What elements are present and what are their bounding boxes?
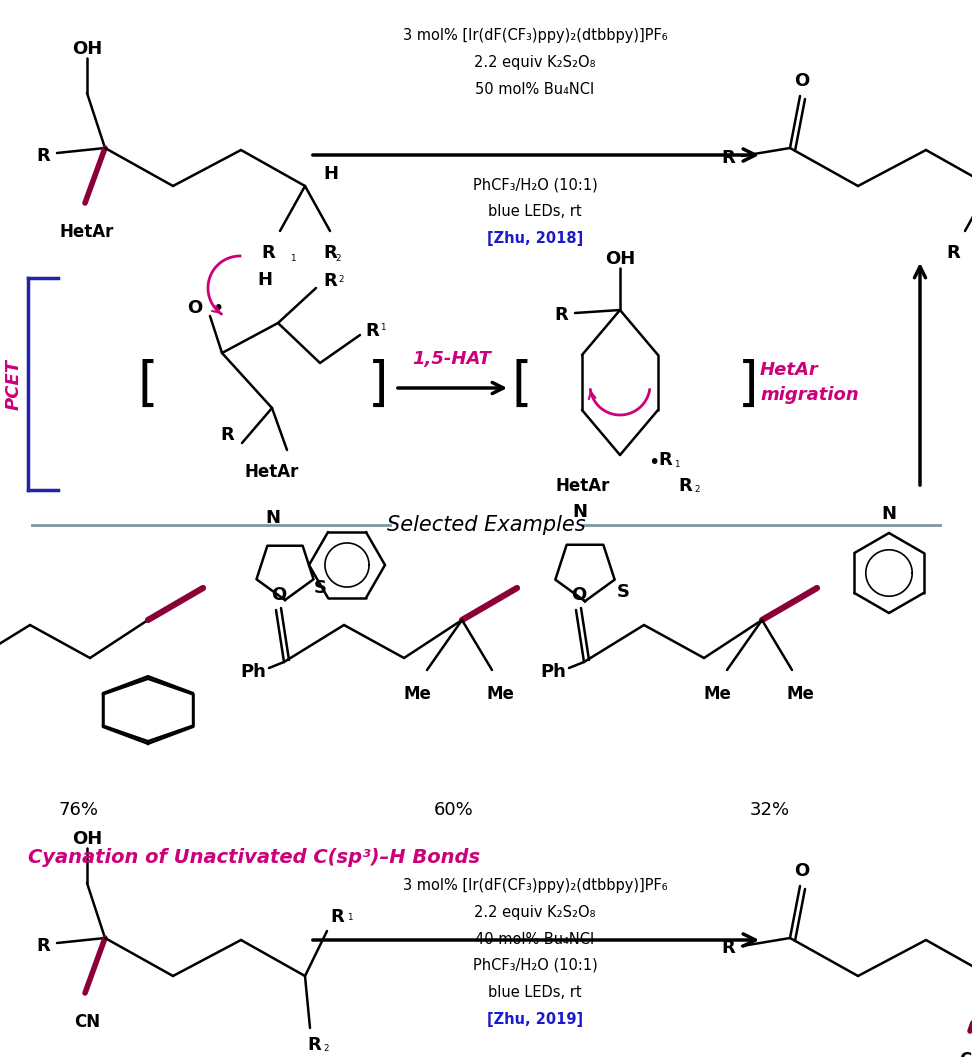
Text: R: R (947, 244, 960, 262)
Text: 3 mol% [Ir(dF(CF₃)ppy)₂(dtbbpy)]PF₆: 3 mol% [Ir(dF(CF₃)ppy)₂(dtbbpy)]PF₆ (402, 27, 668, 43)
Text: 40 mol% Bu₄NCl: 40 mol% Bu₄NCl (475, 932, 595, 947)
Text: blue LEDs, rt: blue LEDs, rt (488, 985, 582, 1000)
Text: 2.2 equiv K₂S₂O₈: 2.2 equiv K₂S₂O₈ (474, 55, 596, 70)
Text: 76%: 76% (58, 801, 98, 819)
Text: 1,5-HAT: 1,5-HAT (412, 350, 492, 368)
Text: Selected Examples: Selected Examples (387, 515, 585, 535)
Text: R: R (658, 451, 672, 469)
Text: 2.2 equiv K₂S₂O₈: 2.2 equiv K₂S₂O₈ (474, 905, 596, 920)
Text: [: [ (511, 359, 533, 411)
Text: $^2$: $^2$ (323, 1044, 330, 1057)
Text: R: R (221, 426, 234, 444)
Text: 50 mol% Bu₄NCl: 50 mol% Bu₄NCl (475, 82, 595, 97)
Text: $^1$: $^1$ (290, 254, 296, 267)
Text: 3 mol% [Ir(dF(CF₃)ppy)₂(dtbbpy)]PF₆: 3 mol% [Ir(dF(CF₃)ppy)₂(dtbbpy)]PF₆ (402, 878, 668, 893)
Text: [Zhu, 2018]: [Zhu, 2018] (487, 231, 583, 246)
Text: R: R (365, 322, 379, 340)
Text: O: O (271, 586, 287, 604)
Text: O: O (794, 863, 810, 880)
Text: [Zhu, 2019]: [Zhu, 2019] (487, 1012, 583, 1027)
Text: 60%: 60% (434, 801, 474, 819)
Text: HetAr: HetAr (245, 463, 299, 481)
Text: HetAr: HetAr (60, 223, 114, 241)
Text: Me: Me (703, 685, 731, 703)
Text: O: O (794, 72, 810, 90)
Text: S: S (314, 579, 327, 597)
Text: N: N (265, 509, 281, 527)
Text: H: H (323, 165, 338, 183)
Text: ]: ] (738, 359, 758, 411)
Text: $^1$: $^1$ (674, 460, 680, 472)
Text: O: O (572, 586, 587, 604)
Text: Me: Me (403, 685, 431, 703)
Text: H: H (258, 271, 272, 289)
Text: PhCF₃/H₂O (10:1): PhCF₃/H₂O (10:1) (472, 177, 598, 192)
Text: Me: Me (786, 685, 814, 703)
Text: PhCF₃/H₂O (10:1): PhCF₃/H₂O (10:1) (472, 958, 598, 973)
Text: $^2$: $^2$ (694, 485, 701, 498)
Text: R: R (36, 937, 50, 956)
Text: HetAr: HetAr (556, 477, 610, 495)
Text: Ph: Ph (540, 663, 566, 681)
Text: CN: CN (74, 1013, 100, 1031)
Text: S: S (616, 583, 630, 601)
Text: migration: migration (760, 386, 858, 404)
Text: OH: OH (605, 251, 635, 268)
Text: [: [ (138, 359, 158, 411)
Text: R: R (36, 147, 50, 165)
Text: •: • (212, 298, 224, 317)
Text: N: N (882, 505, 896, 523)
Text: ]: ] (367, 359, 388, 411)
Text: •: • (648, 453, 659, 472)
Text: CN: CN (959, 1051, 972, 1057)
Text: blue LEDs, rt: blue LEDs, rt (488, 204, 582, 219)
Text: OH: OH (72, 40, 102, 58)
Text: $^1$: $^1$ (380, 323, 387, 336)
Text: $^1$: $^1$ (347, 913, 354, 926)
Text: OH: OH (72, 830, 102, 848)
Text: R: R (554, 305, 568, 324)
Text: R: R (330, 908, 344, 926)
Text: Cyanation of Unactivated C(sp³)–H Bonds: Cyanation of Unactivated C(sp³)–H Bonds (28, 848, 480, 867)
Text: $^2$: $^2$ (335, 254, 342, 267)
Text: $^2$: $^2$ (338, 275, 345, 288)
Text: O: O (187, 299, 202, 317)
Text: R: R (721, 939, 735, 957)
Text: PCET: PCET (5, 358, 23, 409)
Text: R: R (261, 244, 275, 262)
Text: R: R (721, 149, 735, 167)
Text: HetAr: HetAr (760, 361, 818, 379)
Text: 32%: 32% (750, 801, 790, 819)
Text: R: R (678, 477, 692, 495)
Text: R: R (323, 272, 336, 290)
Text: R: R (323, 244, 336, 262)
Text: N: N (573, 503, 587, 521)
Text: Me: Me (486, 685, 514, 703)
Text: R: R (307, 1036, 321, 1054)
Text: Ph: Ph (240, 663, 266, 681)
